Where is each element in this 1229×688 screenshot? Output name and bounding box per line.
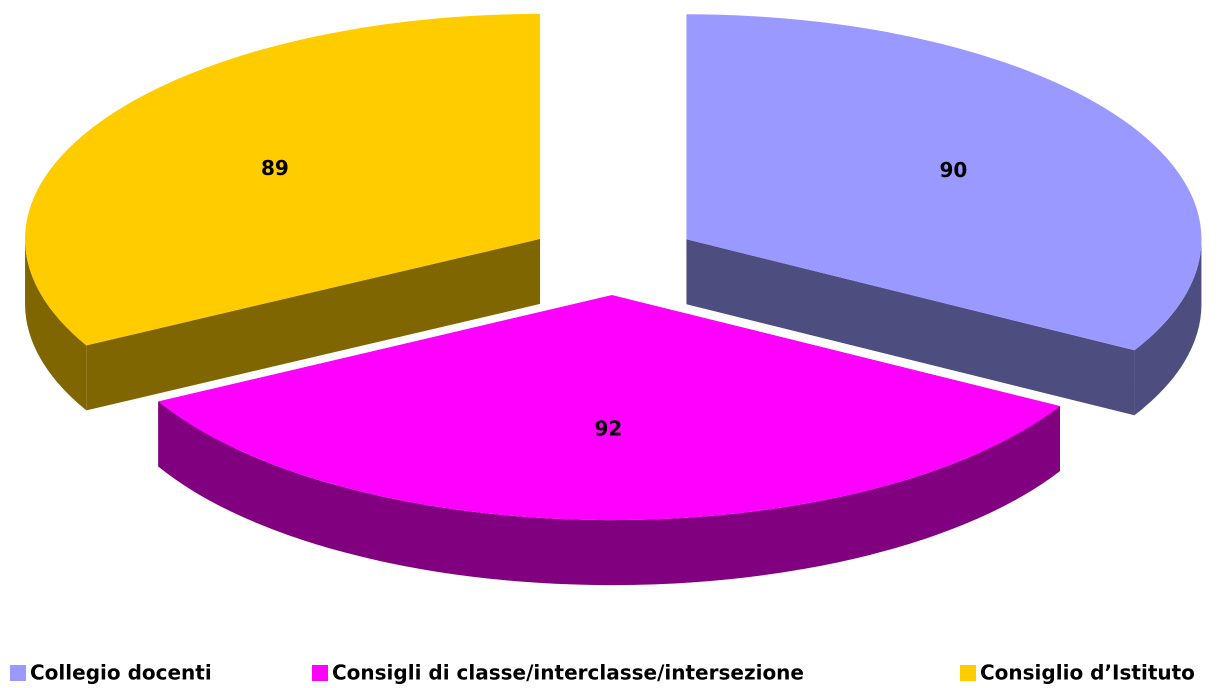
slice-side bbox=[86, 238, 541, 411]
slice-side bbox=[686, 239, 1135, 416]
legend-label: Collegio docenti bbox=[30, 661, 212, 685]
slice bbox=[25, 13, 541, 346]
slice bbox=[158, 295, 1060, 521]
data-label: 90 bbox=[940, 158, 968, 182]
slice-wall bbox=[158, 401, 1060, 586]
legend-swatch bbox=[10, 665, 26, 681]
slice-wall bbox=[25, 238, 87, 411]
legend-swatch bbox=[312, 665, 328, 681]
legend-label: Consiglio d’Istituto bbox=[980, 661, 1195, 685]
slice bbox=[686, 14, 1202, 351]
data-label: 89 bbox=[261, 156, 289, 180]
legend-label: Consigli di classe/interclasse/intersezi… bbox=[332, 661, 804, 685]
legend-swatch bbox=[960, 665, 976, 681]
slice-wall bbox=[1134, 239, 1202, 416]
data-label: 92 bbox=[595, 417, 623, 441]
